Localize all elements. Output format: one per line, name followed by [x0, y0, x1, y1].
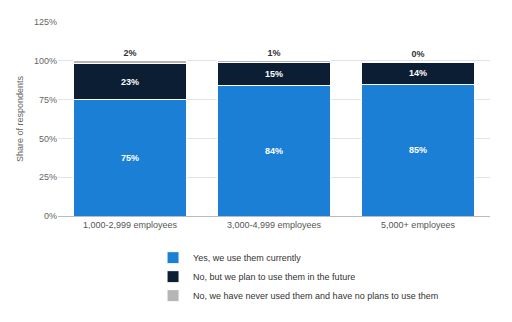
- svg-text:75%: 75%: [39, 95, 57, 105]
- svg-text:23%: 23%: [121, 77, 139, 87]
- svg-text:85%: 85%: [409, 145, 427, 155]
- svg-text:3,000-4,999 employees: 3,000-4,999 employees: [227, 220, 322, 230]
- svg-text:14%: 14%: [409, 68, 427, 78]
- svg-text:Share of respondents: Share of respondents: [15, 75, 25, 162]
- svg-text:0%: 0%: [411, 49, 424, 59]
- svg-text:Yes, we use them currently: Yes, we use them currently: [193, 253, 301, 263]
- svg-text:125%: 125%: [34, 17, 57, 27]
- svg-text:2%: 2%: [123, 48, 136, 58]
- svg-text:No, we have never used them an: No, we have never used them and have no …: [193, 291, 438, 301]
- svg-text:50%: 50%: [39, 134, 57, 144]
- svg-text:15%: 15%: [265, 69, 283, 79]
- svg-text:1,000-2,999 employees: 1,000-2,999 employees: [83, 220, 178, 230]
- svg-text:5,000+ employees: 5,000+ employees: [381, 220, 455, 230]
- svg-text:No, but we plan to use them in: No, but we plan to use them in the futur…: [193, 272, 355, 282]
- svg-text:0%: 0%: [44, 211, 57, 221]
- svg-text:100%: 100%: [34, 56, 57, 66]
- svg-text:84%: 84%: [265, 146, 283, 156]
- svg-text:75%: 75%: [121, 153, 139, 163]
- svg-text:25%: 25%: [39, 172, 57, 182]
- svg-text:1%: 1%: [267, 48, 280, 58]
